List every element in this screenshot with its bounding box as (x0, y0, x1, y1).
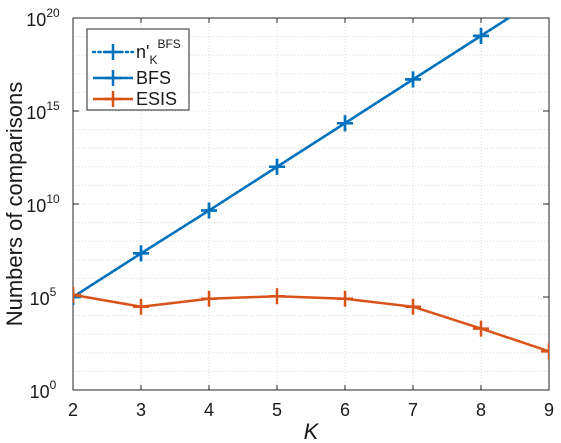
x-tick-label: 5 (272, 400, 282, 420)
y-tick-label-base: 10 (26, 196, 46, 216)
x-tick-label: 8 (476, 400, 486, 420)
legend-entry-bfs: BFS (93, 68, 171, 88)
data-point-marker (133, 245, 149, 262)
y-tick-label-exponent: 15 (46, 99, 60, 113)
x-tick-label: 7 (408, 400, 418, 420)
data-point-marker (201, 290, 217, 307)
series-line-2 (73, 293, 549, 353)
y-tick-label-exponent: 20 (46, 6, 60, 20)
y-tick-label-base: 10 (30, 382, 50, 402)
data-point-marker (73, 286, 81, 303)
x-axis-title: K (304, 419, 320, 443)
data-point-marker (269, 158, 285, 175)
data-point-marker (541, 343, 549, 360)
data-point-marker (337, 290, 353, 307)
x-tick-label: 6 (340, 400, 350, 420)
legend-label-bfs: BFS (136, 68, 171, 88)
y-tick-label: 1010 (26, 192, 60, 216)
legend-marker-esis (105, 91, 121, 107)
data-point-marker (269, 288, 285, 305)
y-tick-label: 105 (30, 285, 57, 309)
legend-label-nk-bfs-sup: BFS (157, 37, 180, 51)
y-tick-label-exponent: 10 (46, 192, 60, 206)
series-line-1 (73, 18, 511, 299)
x-tick-label: 3 (136, 400, 146, 420)
x-tick-label: 9 (544, 400, 554, 420)
legend-marker-nk-bfs (105, 44, 121, 60)
legend: n'KBFS BFS ESIS (86, 28, 190, 111)
legend-label-nk-bfs-base: n' (136, 42, 149, 62)
legend-box (86, 28, 190, 111)
legend-marker-bfs (105, 70, 121, 86)
x-tick-label: 2 (68, 400, 78, 420)
x-tick-label: 4 (204, 400, 214, 420)
legend-label-esis: ESIS (136, 89, 177, 109)
series-2 (73, 286, 549, 360)
legend-label-nk-bfs: n'KBFS (136, 37, 181, 67)
y-tick-label: 1015 (26, 99, 60, 123)
y-tick-label-base: 10 (26, 10, 46, 30)
y-tick-label-base: 10 (30, 289, 50, 309)
data-point-marker (201, 202, 217, 219)
series-layer (73, 18, 549, 360)
legend-entry-esis: ESIS (93, 89, 177, 109)
y-tick-label-base: 10 (26, 103, 46, 123)
legend-label-nk-bfs-sub: K (149, 53, 157, 67)
grid-lines (73, 18, 549, 390)
data-point-marker (405, 71, 421, 88)
y-axis-title: Numbers of comparisons (2, 82, 27, 327)
y-tick-label-exponent: 0 (50, 378, 57, 392)
y-tick-label: 1020 (26, 6, 60, 30)
legend-entry-nk-bfs: n'KBFS (91, 37, 181, 67)
data-point-marker (473, 320, 489, 337)
y-tick-label: 100 (30, 378, 57, 402)
y-tick-label-exponent: 5 (50, 285, 57, 299)
data-point-marker (337, 115, 353, 132)
data-point-marker (473, 27, 489, 44)
data-point-marker (405, 298, 421, 315)
data-point-marker (133, 298, 149, 315)
